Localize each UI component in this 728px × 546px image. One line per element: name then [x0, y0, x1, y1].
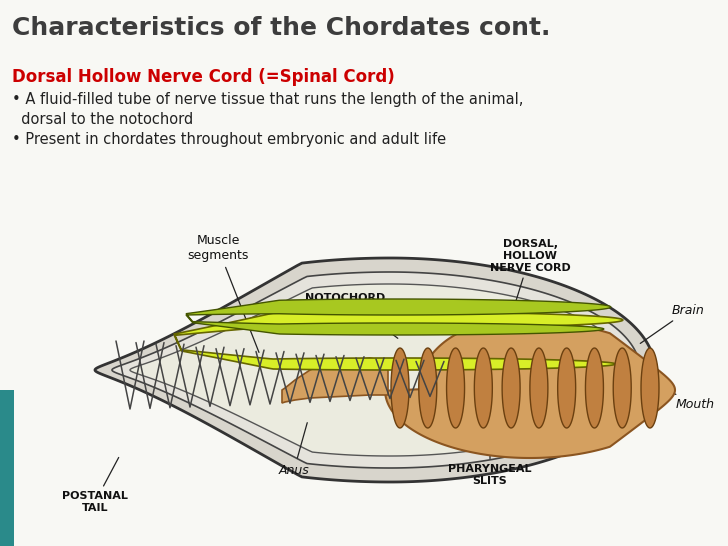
Text: • Present in chordates throughout embryonic and adult life: • Present in chordates throughout embryo… [12, 132, 446, 147]
Text: PHARYNGEAL
SLITS: PHARYNGEAL SLITS [448, 438, 531, 486]
Text: DORSAL,
HOLLOW
NERVE CORD: DORSAL, HOLLOW NERVE CORD [490, 239, 570, 317]
Polygon shape [282, 358, 388, 403]
Polygon shape [130, 284, 628, 456]
Text: • A fluid-filled tube of nerve tissue that runs the length of the animal,: • A fluid-filled tube of nerve tissue th… [12, 92, 523, 107]
Text: NOTOCHORD: NOTOCHORD [305, 293, 397, 339]
Polygon shape [558, 348, 576, 428]
Polygon shape [475, 348, 492, 428]
Polygon shape [641, 348, 659, 428]
Text: Dorsal Hollow Nerve Cord (=Spinal Cord): Dorsal Hollow Nerve Cord (=Spinal Cord) [12, 68, 395, 86]
Text: Characteristics of the Chordates cont.: Characteristics of the Chordates cont. [12, 16, 550, 40]
Polygon shape [385, 322, 675, 458]
Polygon shape [419, 348, 437, 428]
Text: POSTANAL
TAIL: POSTANAL TAIL [62, 458, 128, 513]
Text: Brain: Brain [641, 304, 705, 343]
Text: Muscle
segments: Muscle segments [187, 234, 259, 352]
Polygon shape [530, 348, 548, 428]
Polygon shape [186, 299, 611, 335]
Polygon shape [391, 348, 409, 428]
Text: Mouth: Mouth [666, 389, 715, 412]
Polygon shape [502, 348, 520, 428]
Polygon shape [585, 348, 604, 428]
Text: Anus: Anus [279, 423, 309, 477]
Polygon shape [446, 348, 464, 428]
Text: dorsal to the notochord: dorsal to the notochord [12, 112, 193, 127]
Polygon shape [174, 312, 623, 370]
Polygon shape [95, 258, 655, 482]
Polygon shape [112, 272, 640, 468]
Bar [0, 390, 14, 546]
Polygon shape [613, 348, 631, 428]
